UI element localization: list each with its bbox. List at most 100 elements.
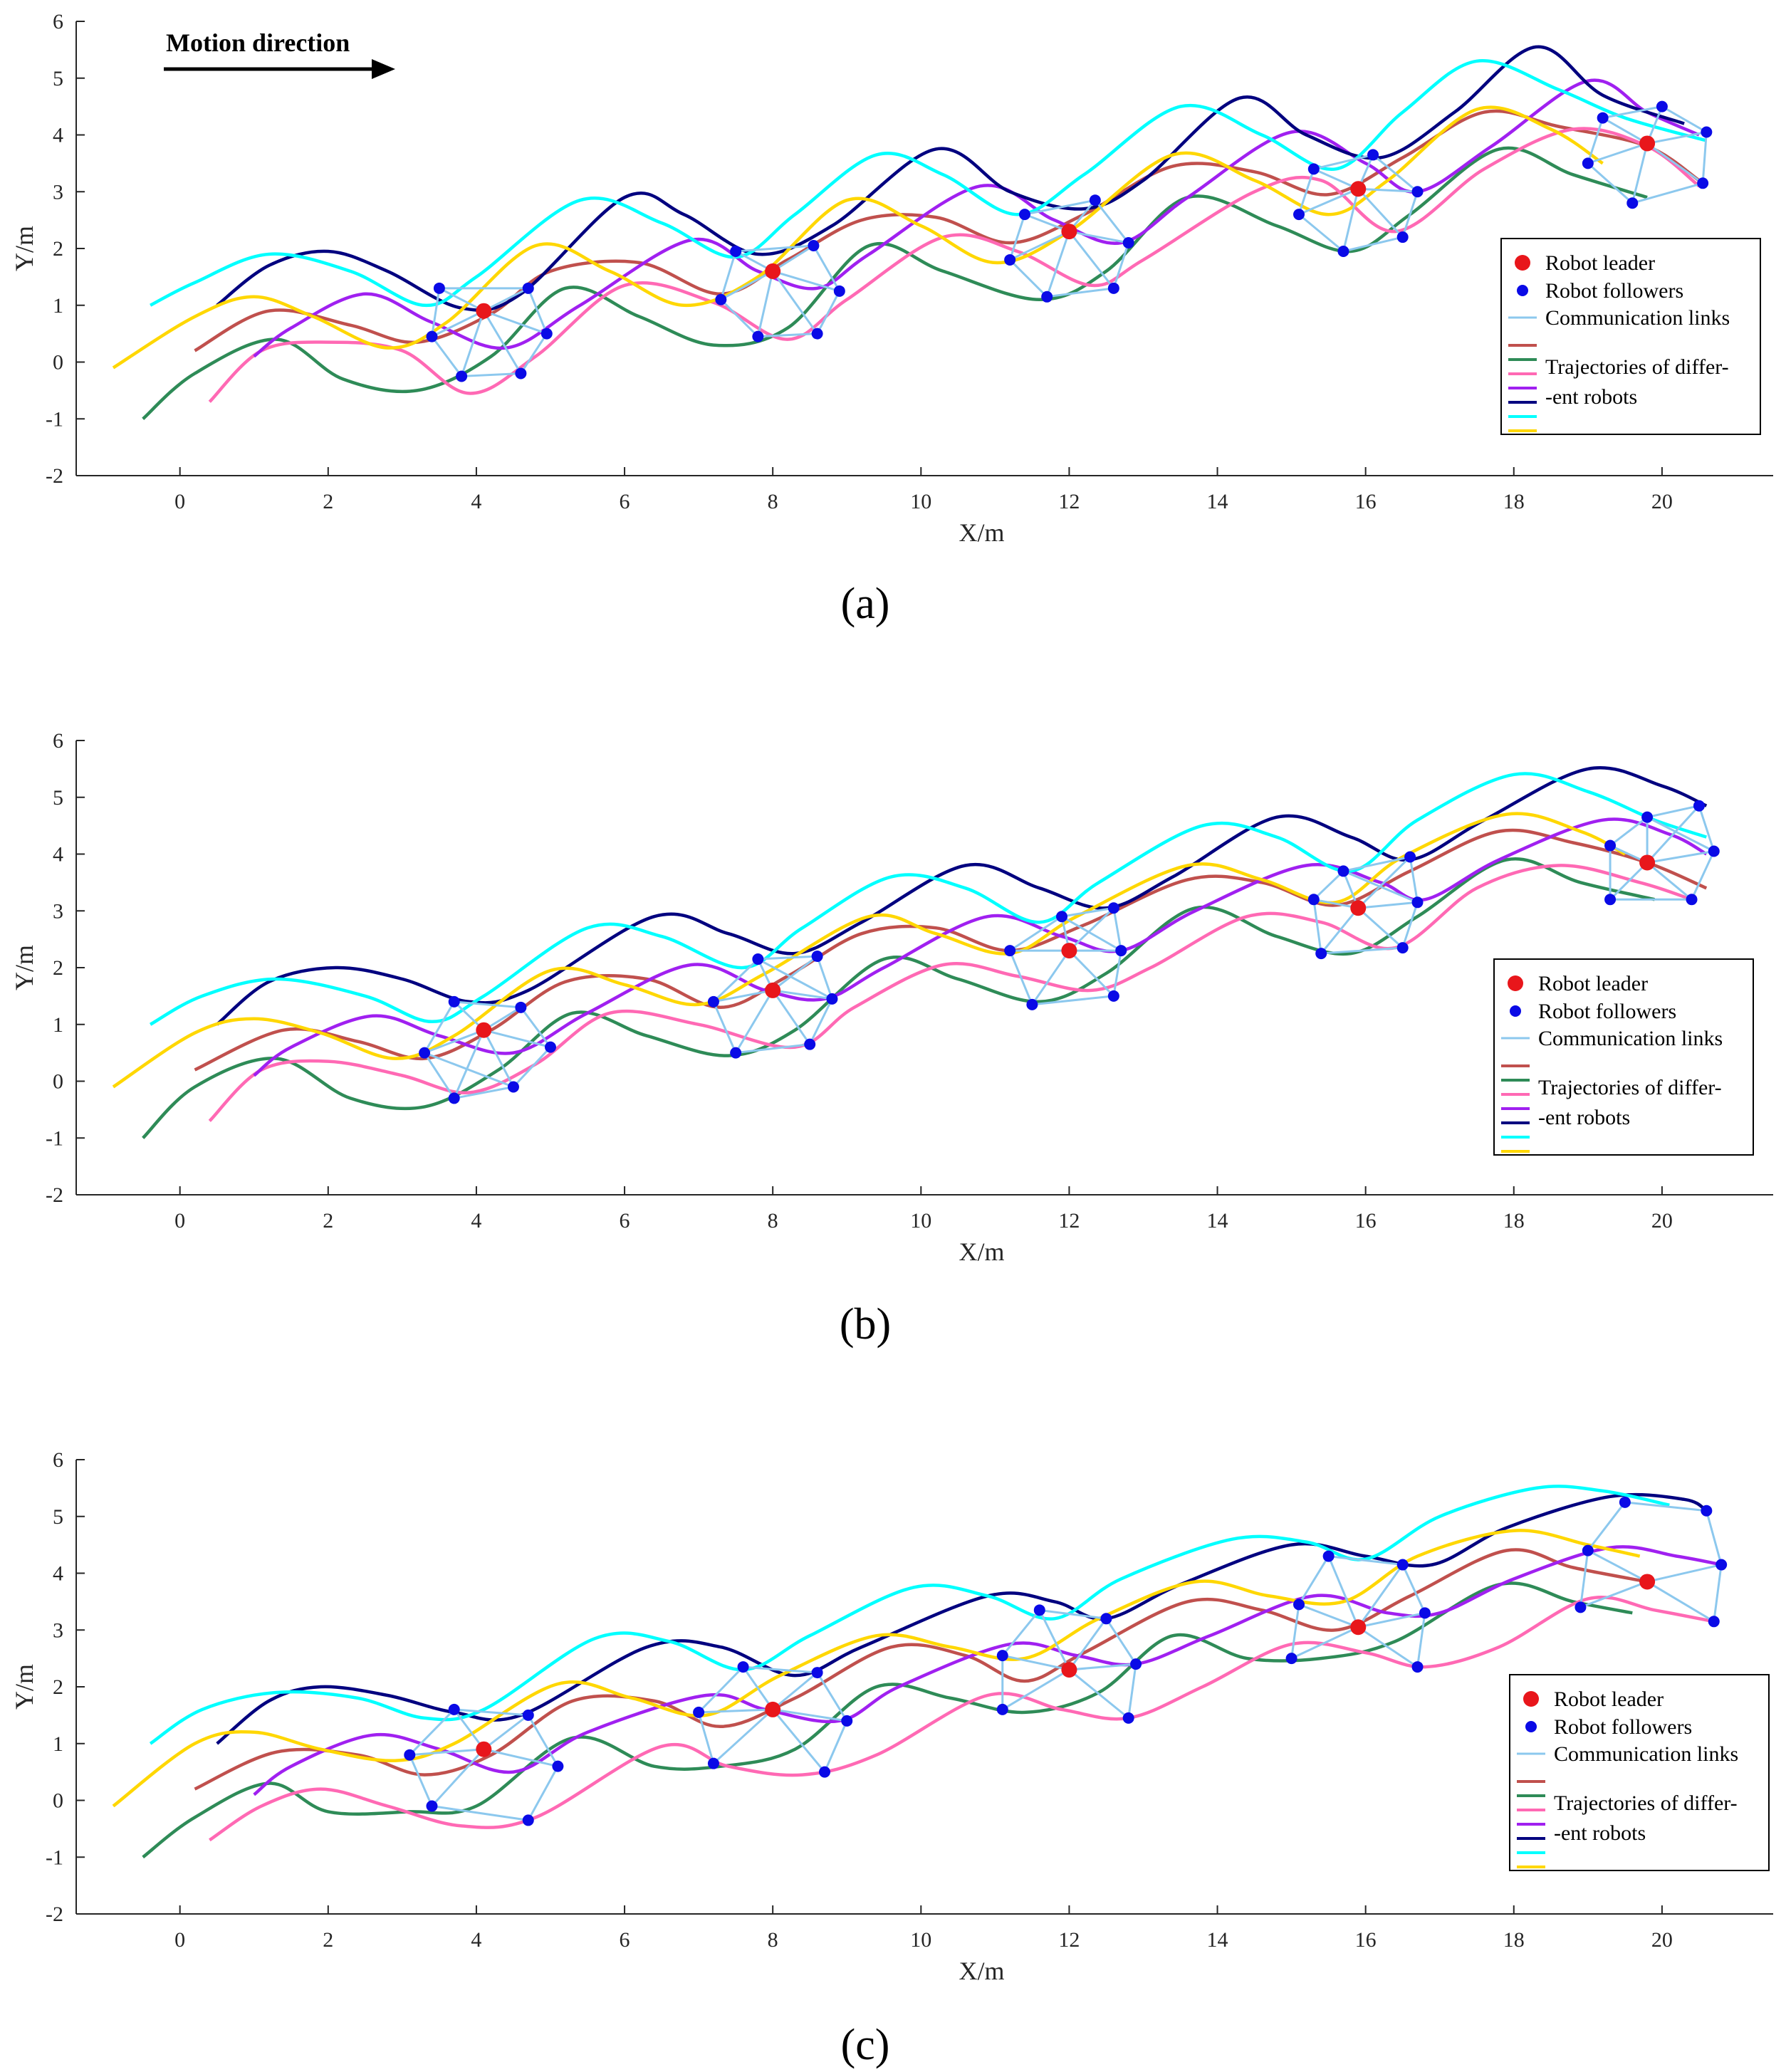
communication-link: [483, 287, 529, 313]
panel-label: (b): [840, 1300, 891, 1349]
legend: Robot leader Robot followers Communication…: [1509, 1674, 1770, 1871]
communication-link: [1105, 1618, 1137, 1665]
communication-link: [1298, 187, 1359, 216]
robot-follower-marker: [1404, 851, 1416, 863]
robot-follower-marker: [833, 285, 845, 297]
robot-follower-marker: [419, 1047, 431, 1059]
formation-3: [1004, 194, 1134, 303]
trajectory-robot-7: [112, 105, 1604, 370]
legend-label-trajectories-1: Trajectories of differ-: [1554, 1791, 1738, 1815]
y-tick-label: 0: [53, 1789, 63, 1813]
y-tick-label: 6: [53, 1448, 63, 1472]
robot-leader-marker: [765, 982, 781, 998]
robot-follower-marker: [1089, 194, 1101, 206]
communication-link: [1024, 213, 1070, 233]
robot-leader-marker: [1061, 224, 1077, 240]
communication-link: [1416, 1613, 1426, 1668]
robot-follower-marker: [1041, 291, 1053, 303]
robot-follower-marker: [1411, 1661, 1424, 1673]
trajectory-robot-6: [149, 1485, 1670, 1745]
y-tick-label: 6: [53, 729, 63, 753]
communication-link: [512, 1046, 552, 1088]
trajectory-robot-1: [194, 828, 1708, 1072]
x-tick-label: 10: [910, 490, 931, 513]
robot-follower-marker: [456, 370, 468, 382]
robot-follower-marker: [819, 1766, 831, 1778]
x-tick-label: 20: [1651, 1209, 1673, 1233]
communication-link: [1646, 142, 1704, 184]
y-tick-label: 5: [53, 67, 63, 90]
trajectory-robot-2: [142, 1581, 1633, 1859]
robot-follower-marker: [507, 1081, 519, 1093]
communication-link: [816, 956, 833, 1000]
robot-follower-marker: [1701, 126, 1713, 138]
robot-follower-marker: [426, 1800, 438, 1812]
robot-follower-marker: [1367, 149, 1379, 161]
robot-follower-marker: [1285, 1653, 1297, 1665]
formation-4: [1293, 149, 1424, 257]
robot-follower-marker: [1419, 1607, 1431, 1619]
y-tick-label: 5: [53, 1505, 63, 1529]
formation-4: [1307, 851, 1424, 960]
legend-label-leader: Robot leader: [1538, 972, 1648, 995]
robot-follower-marker: [1396, 942, 1409, 954]
robot-follower-marker: [448, 995, 460, 1008]
y-tick-label: 4: [53, 843, 63, 867]
robot-follower-marker: [996, 1703, 1008, 1715]
formation-5: [1604, 800, 1720, 906]
communication-link: [439, 287, 485, 313]
robot-follower-marker: [1641, 811, 1654, 823]
robot-follower-marker: [826, 993, 838, 1005]
robot-follower-marker: [1604, 894, 1617, 906]
communication-link: [1068, 231, 1115, 289]
communication-link: [1357, 856, 1411, 909]
robot-follower-marker: [1604, 839, 1617, 852]
communication-link: [1609, 816, 1649, 847]
y-tick-label: 5: [53, 786, 63, 810]
communication-link: [1008, 214, 1026, 261]
x-tick-label: 0: [174, 1928, 185, 1952]
legend-label-links: Communication links: [1545, 306, 1730, 330]
communication-link: [699, 1708, 773, 1714]
legend-box: [1509, 1674, 1770, 1871]
x-tick-label: 18: [1503, 490, 1525, 513]
communication-link: [431, 288, 441, 337]
communication-link: [461, 372, 521, 377]
communication-link: [454, 1086, 514, 1099]
communication-link: [1372, 154, 1419, 193]
communication-link: [431, 1748, 485, 1807]
communication-link: [520, 333, 548, 375]
robot-follower-marker: [811, 951, 823, 963]
robot-follower-marker: [1004, 253, 1016, 266]
communication-link: [1631, 143, 1649, 204]
communication-link: [1587, 117, 1604, 164]
communication-link: [698, 1666, 744, 1713]
communication-link: [736, 244, 814, 253]
y-axis-label: Y/m: [10, 1664, 38, 1710]
y-tick-label: 3: [53, 1618, 63, 1642]
robot-follower-marker: [1056, 911, 1068, 923]
communication-link: [1069, 230, 1129, 244]
y-tick-label: 2: [53, 1675, 63, 1699]
robot-follower-marker: [1716, 1559, 1728, 1571]
communication-link: [453, 1030, 485, 1099]
communication-link: [409, 1748, 484, 1757]
x-tick-label: 20: [1651, 490, 1673, 513]
communication-link: [483, 1714, 529, 1750]
communication-link: [1313, 167, 1359, 190]
communication-link: [1579, 1581, 1648, 1608]
robot-follower-marker: [811, 328, 823, 340]
communication-link: [713, 989, 773, 1003]
robot-follower-marker: [1574, 1601, 1587, 1613]
communication-link: [1328, 1555, 1403, 1566]
communication-link: [1587, 142, 1648, 164]
legend-label-leader: Robot leader: [1554, 1688, 1664, 1711]
communication-link: [1009, 258, 1048, 298]
communication-link: [1646, 1564, 1722, 1583]
x-tick-label: 18: [1503, 1928, 1525, 1952]
communication-link: [719, 251, 737, 300]
communication-link: [1001, 1668, 1070, 1711]
y-tick-label: 4: [53, 1562, 63, 1586]
robot-follower-marker: [1708, 1616, 1720, 1628]
communication-link: [1327, 1555, 1359, 1628]
